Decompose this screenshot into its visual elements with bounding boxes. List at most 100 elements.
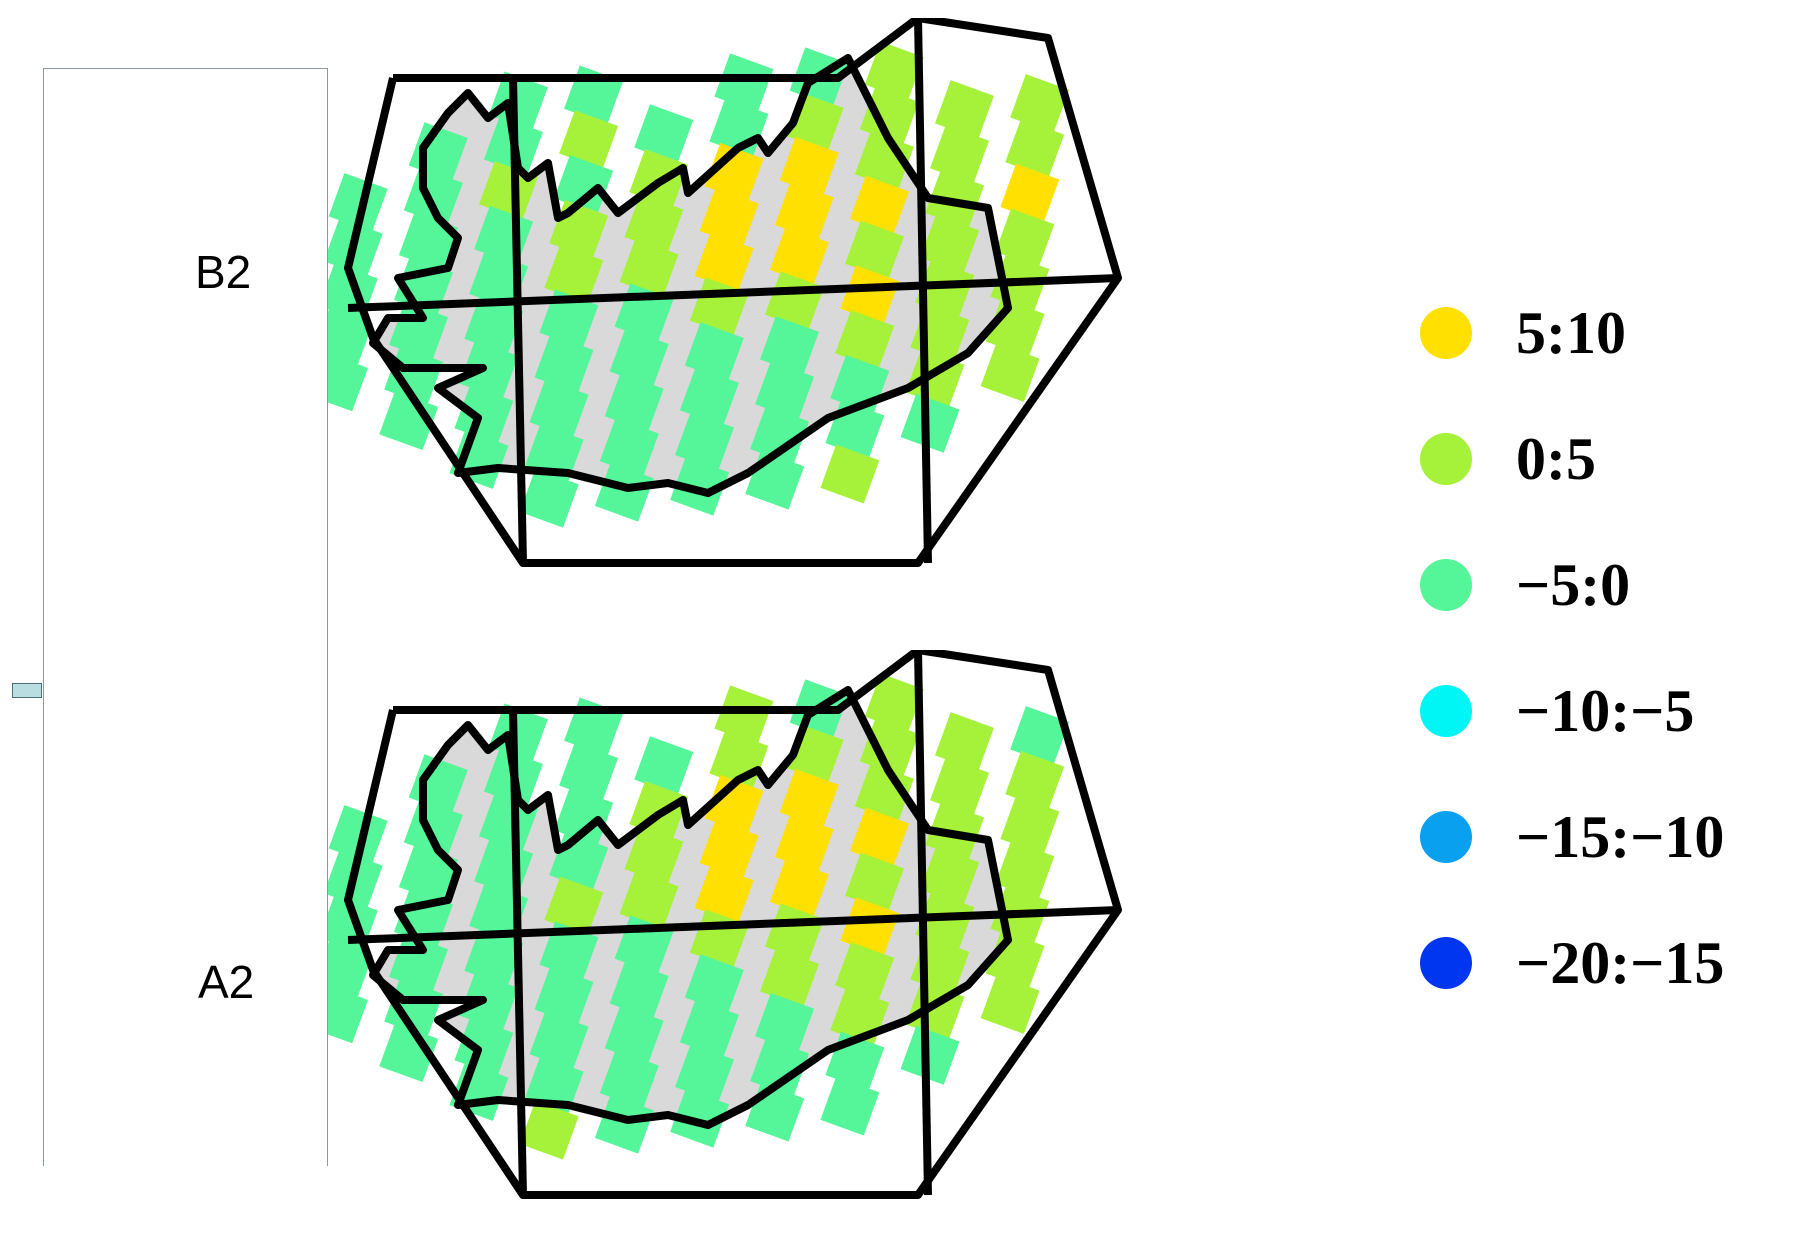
map-b2	[328, 18, 1122, 567]
b2-tile	[920, 214, 980, 274]
a2-tile	[379, 1023, 439, 1083]
a2-tile	[995, 840, 1055, 900]
b2-tile	[624, 193, 684, 253]
a2-tile	[779, 769, 839, 828]
a2-tile	[459, 972, 519, 1032]
grid-lines-b2	[344, 18, 1122, 567]
b2-tile	[534, 334, 594, 394]
a2-tile	[464, 927, 524, 987]
grid-v1-a2	[509, 709, 527, 1196]
legend-dot-icon	[1420, 685, 1472, 737]
a2-tile	[820, 1076, 880, 1136]
b2-tile	[704, 143, 764, 202]
legend-item: −20:−15	[1420, 900, 1724, 1026]
a2-tile	[670, 1088, 730, 1148]
b2-tile	[1010, 74, 1070, 134]
a2-tile	[679, 999, 739, 1058]
b2-tile	[529, 379, 589, 439]
b2-tile	[328, 307, 373, 367]
a2-tile	[599, 1049, 659, 1109]
a2-tile	[604, 1005, 664, 1065]
b2-tile	[864, 41, 924, 101]
b2-tile	[679, 367, 739, 426]
b2-tile	[544, 244, 604, 304]
b2-tile	[674, 411, 734, 471]
legend-label: −20:−15	[1516, 929, 1725, 996]
a2-tile	[934, 712, 994, 772]
a2-tile	[609, 960, 669, 1020]
legend-dot-icon	[1420, 433, 1472, 485]
b2-tile	[379, 391, 439, 451]
a2-tile	[534, 966, 594, 1026]
legend-label: −15:−10	[1516, 803, 1725, 870]
a2-tile	[920, 846, 980, 906]
legend: 5:10 0:5 −5:0 −10:−5 −15:−10 −20:−15	[1420, 270, 1724, 1026]
b2-tile	[488, 71, 548, 131]
b2-tile	[594, 462, 654, 522]
grid-h-b2	[347, 274, 1119, 312]
b2-tile	[694, 232, 754, 292]
legend-item: −10:−5	[1420, 648, 1724, 774]
b2-tile	[755, 361, 815, 420]
a2-tile	[930, 756, 990, 816]
b2-tile	[859, 86, 919, 146]
frame-right-border	[327, 68, 328, 1166]
b2-tile	[854, 130, 914, 190]
a2-tile	[554, 787, 614, 847]
b2-tile	[559, 110, 619, 170]
a2-tile	[403, 799, 463, 859]
a2-tile	[544, 876, 604, 936]
land-outline-b2	[369, 54, 1012, 497]
b2-tile	[459, 340, 519, 400]
grid-v1-b2	[509, 77, 527, 564]
b2-tile	[604, 373, 664, 433]
a2-tile	[915, 891, 975, 951]
b2-tile	[750, 405, 810, 465]
a2-tile	[704, 775, 764, 834]
legend-label: 0:5	[1516, 425, 1596, 492]
b2-tile	[930, 124, 990, 184]
legend-item: −15:−10	[1420, 774, 1724, 900]
a2-tile	[519, 1100, 579, 1160]
a2-tile	[699, 819, 759, 879]
legend-item: −5:0	[1420, 522, 1724, 648]
a2-tile	[1000, 795, 1060, 855]
b2-tile	[1000, 163, 1060, 223]
a2-tile	[854, 762, 914, 822]
a2-tile	[539, 921, 599, 981]
b2-tile	[995, 208, 1055, 268]
b2-tile	[328, 173, 388, 233]
grid-v2-b2	[914, 18, 932, 564]
b2-tile	[328, 352, 368, 412]
a2-tile	[840, 897, 900, 957]
b2-tile	[934, 80, 994, 140]
a2-tile	[774, 813, 834, 873]
b2-tile	[464, 295, 524, 355]
a2-tile	[488, 703, 548, 763]
a2-tile	[529, 1011, 589, 1071]
a2-tile	[1005, 750, 1065, 810]
a2-tile	[755, 993, 815, 1052]
a2-tile	[594, 1094, 654, 1154]
legend-dot-icon	[1420, 307, 1472, 359]
b2-tile	[599, 417, 659, 477]
a2-tile	[619, 870, 679, 930]
land-outline-a2	[369, 686, 1012, 1129]
a2-tile	[835, 942, 895, 1002]
a2-tile	[694, 864, 754, 924]
a2-tile	[559, 742, 619, 802]
b2-tile	[554, 155, 614, 215]
b2-tile	[840, 265, 900, 325]
a2-tile	[674, 1043, 734, 1103]
a2-tile	[714, 685, 774, 745]
a2-tile	[900, 1025, 960, 1085]
legend-dot-icon	[1420, 937, 1472, 989]
a2-tile	[328, 939, 373, 999]
a2-tile	[454, 1017, 514, 1077]
a2-tile	[980, 974, 1040, 1034]
legend-dot-icon	[1420, 559, 1472, 611]
b2-tile	[760, 316, 819, 376]
resize-handle[interactable]	[12, 683, 42, 698]
grid-lines-a2	[344, 650, 1122, 1199]
b2-tile	[670, 456, 730, 516]
